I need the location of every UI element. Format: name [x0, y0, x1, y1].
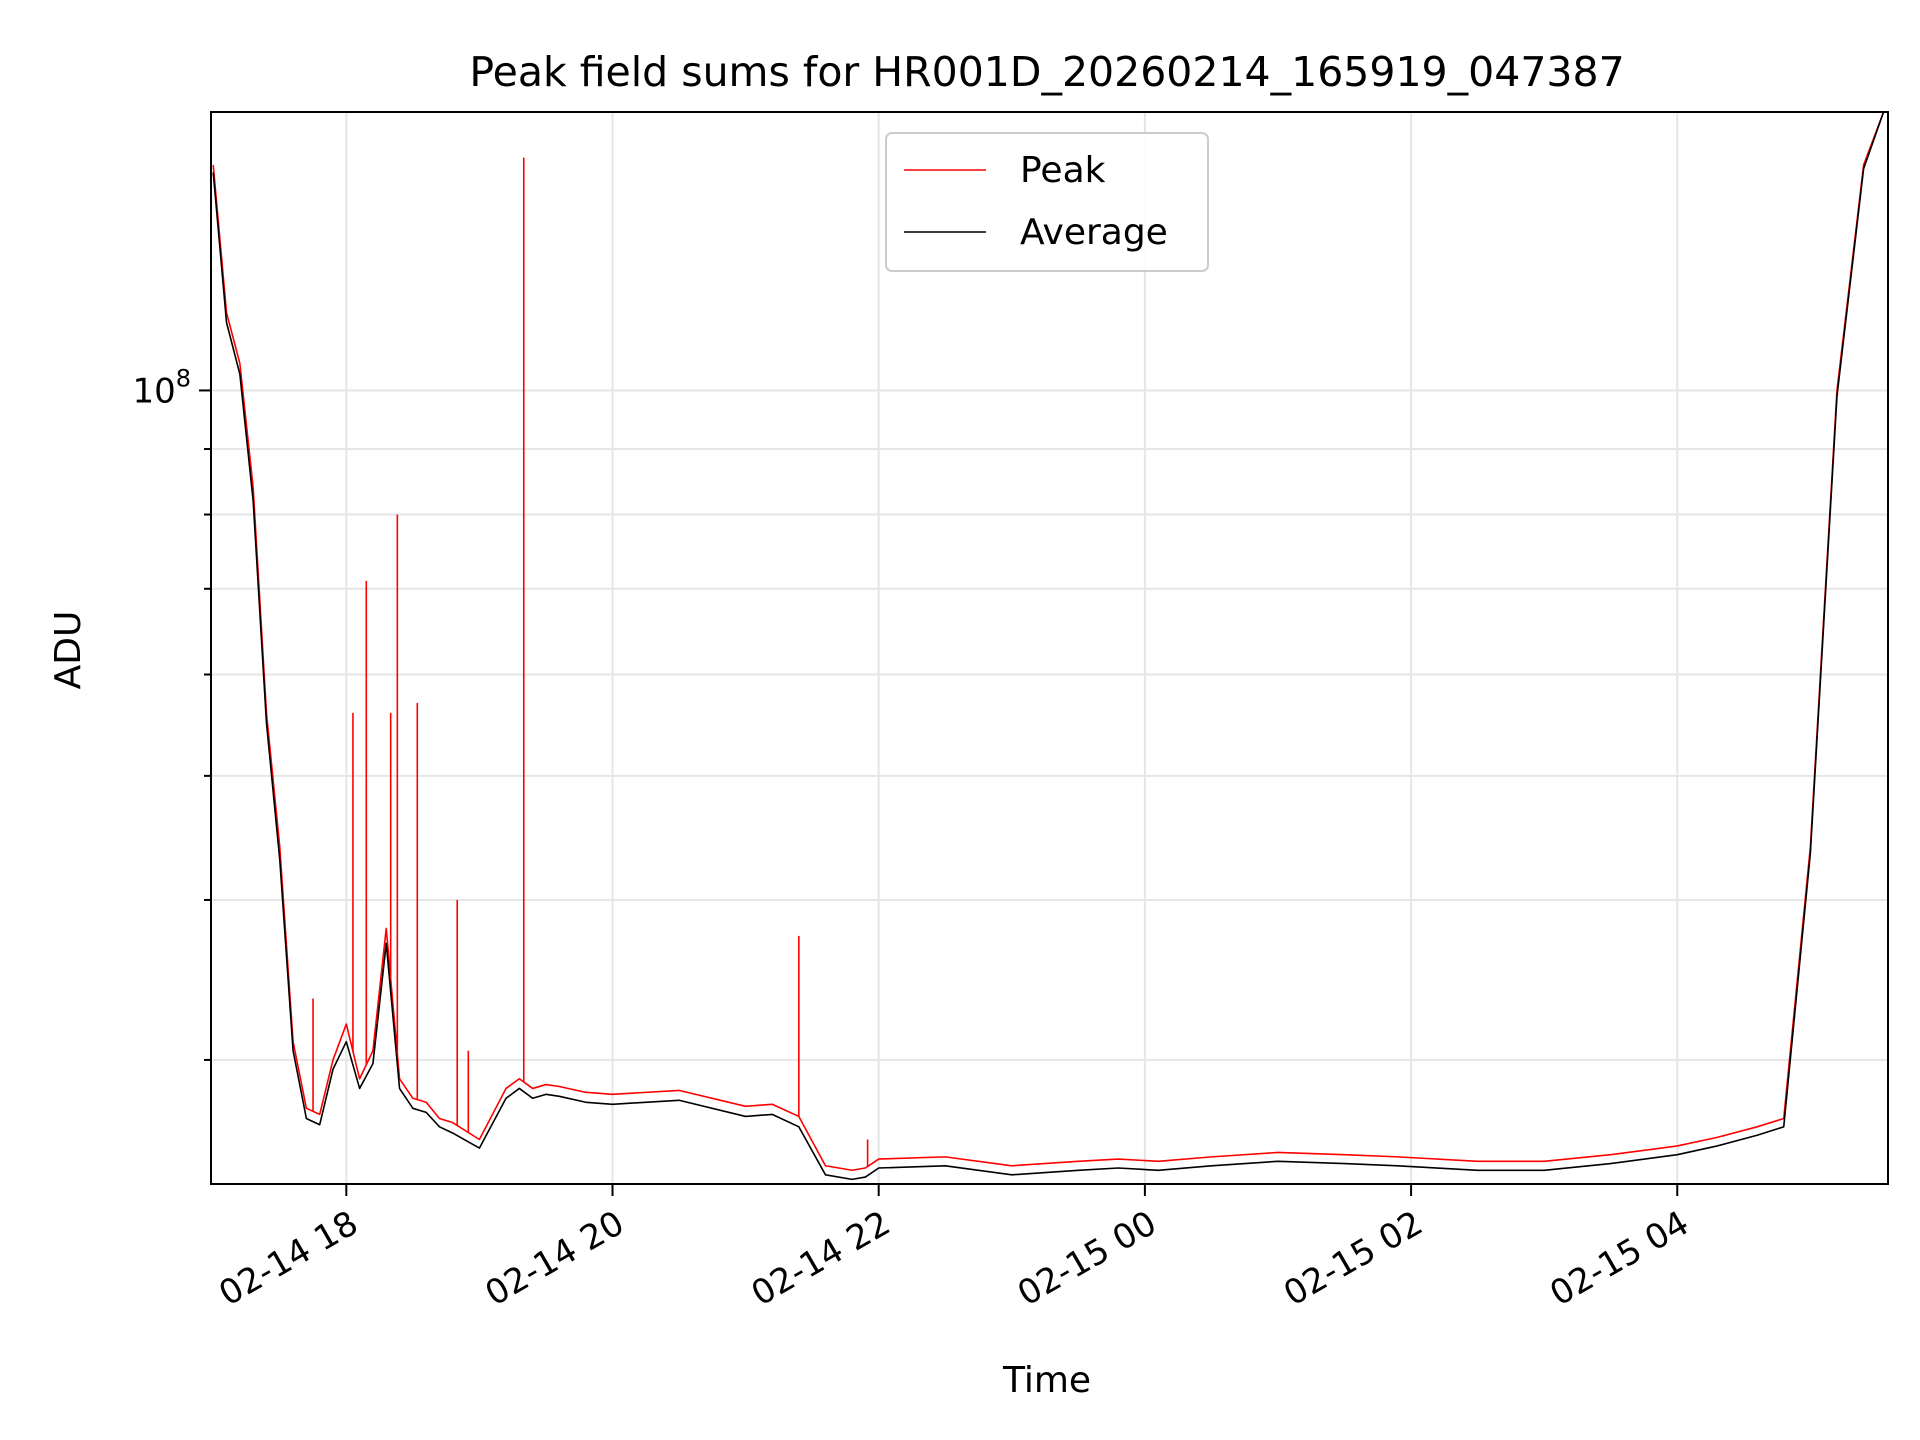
- series-line-peak: [212, 112, 1885, 1172]
- x-tick-label: 02-15 02: [1277, 1203, 1429, 1314]
- series-line-average: [212, 112, 1885, 1181]
- x-tick-label: 02-15 04: [1543, 1203, 1695, 1314]
- y-axis-ticks: 108: [132, 364, 211, 1061]
- x-axis-ticks: 02-14 18 02-14 20 02-14 22 02-15 00 02-15 02…: [212, 1184, 1696, 1314]
- x-axis-label: Time: [1002, 1360, 1091, 1401]
- legend-box: [885, 132, 1209, 272]
- x-tick-label: 02-14 20: [479, 1203, 631, 1314]
- plot-area-frame: [210, 111, 1889, 1185]
- x-tick-label: 02-15 00: [1011, 1203, 1163, 1314]
- grid: [211, 112, 1888, 1184]
- legend: Peak Average: [885, 132, 1209, 272]
- x-tick-label: 02-14 22: [745, 1203, 897, 1314]
- legend-average-label: Average: [1020, 212, 1168, 253]
- series-lines: [212, 112, 1885, 1181]
- chart-title: Peak field sums for HR001D_20260214_1659…: [469, 48, 1624, 96]
- y-tick-label: 108: [132, 364, 191, 411]
- legend-peak-label: Peak: [1020, 150, 1106, 191]
- x-tick-label: 02-14 18: [212, 1203, 364, 1314]
- y-axis-label: ADU: [48, 611, 89, 690]
